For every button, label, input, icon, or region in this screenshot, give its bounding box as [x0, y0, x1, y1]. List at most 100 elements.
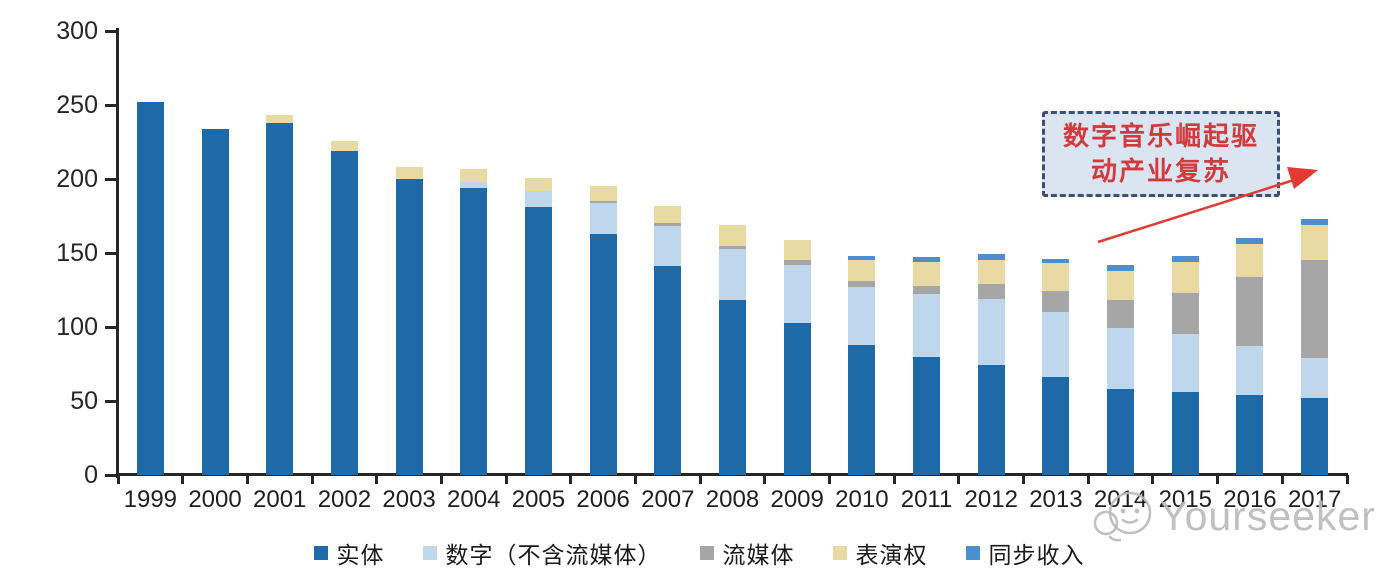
bar-segment-digital-2010: [848, 287, 876, 345]
bar-segment-physical-2006: [589, 233, 617, 475]
x-tick-label-2002: 2002: [317, 486, 372, 513]
legend-swatch-streaming: [699, 546, 714, 560]
x-tick-label-2011: 2011: [900, 486, 953, 513]
bar-segment-streaming-2017: [1301, 260, 1329, 359]
x-tick-label-2015: 2015: [1158, 486, 1212, 513]
y-tick: [105, 325, 116, 329]
legend-swatch-sync: [965, 546, 980, 560]
bar-segment-performance-2015: [1171, 261, 1199, 293]
y-tick-label: 100: [56, 313, 98, 341]
y-tick: [105, 399, 116, 403]
y-tick-label: 300: [56, 17, 98, 45]
bar-segment-sync-2010: [848, 255, 876, 261]
bar-segment-physical-2017: [1301, 398, 1329, 475]
y-tick-label: 250: [56, 91, 98, 119]
bar-segment-digital-2014: [1107, 328, 1135, 390]
bar-segment-physical-2010: [848, 344, 876, 475]
bar-segment-streaming-2008: [719, 245, 746, 249]
bar-segment-digital-2015: [1171, 334, 1199, 393]
legend-item-streaming: 流媒体: [699, 536, 795, 570]
bar-segment-performance-2006: [589, 186, 617, 202]
bar-segment-performance-2003: [395, 167, 423, 179]
y-axis-line: [115, 28, 119, 478]
bar-segment-physical-2005: [524, 207, 552, 475]
bar-segment-physical-2011: [913, 356, 941, 475]
bar-segment-streaming-2009: [783, 260, 811, 265]
x-tick: [245, 475, 249, 484]
bar-segment-performance-2001: [266, 115, 294, 123]
bar-segment-digital-2011: [913, 294, 941, 357]
bar-segment-digital-2007: [654, 226, 682, 267]
x-tick-label-2005: 2005: [511, 486, 566, 513]
bar-segment-performance-2004: [460, 168, 488, 182]
bar-segment-performance-2007: [654, 205, 682, 224]
x-tick-label-2003: 2003: [382, 486, 436, 513]
bar-segment-physical-2009: [783, 322, 811, 475]
bar-segment-streaming-2012: [977, 284, 1005, 299]
bar-segment-physical-2003: [395, 179, 423, 475]
x-tick-label-2009: 2009: [770, 486, 824, 513]
bar-segment-physical-2002: [330, 150, 358, 475]
bar-segment-streaming-2016: [1236, 276, 1264, 347]
bar-segment-digital-2016: [1236, 346, 1264, 396]
bar-segment-streaming-2007: [654, 223, 682, 227]
bar-segment-streaming-2010: [848, 281, 876, 288]
annotation-callout: 数字音乐崛起驱 动产业复苏: [1042, 111, 1280, 197]
x-tick-label-2001: 2001: [253, 486, 307, 513]
legend-item-sync: 同步收入: [965, 536, 1085, 570]
bar-segment-physical-1999: [136, 102, 164, 475]
y-tick-label: 0: [84, 461, 98, 489]
y-tick-label: 50: [70, 387, 98, 415]
x-tick: [1151, 475, 1155, 484]
x-tick-label-1999: 1999: [123, 486, 178, 513]
bar-segment-physical-2014: [1107, 389, 1135, 475]
legend-label-performance: 表演权: [855, 543, 928, 568]
x-tick: [1216, 475, 1220, 484]
legend-swatch-digital: [422, 546, 437, 560]
bar-segment-streaming-2013: [1042, 291, 1070, 313]
bar-segment-physical-2008: [719, 300, 746, 475]
y-tick: [105, 473, 116, 477]
x-tick: [1345, 475, 1349, 484]
watermark-text: Yourseeker: [1160, 492, 1376, 539]
bar-segment-performance-2010: [848, 260, 876, 282]
legend-label-physical: 实体: [336, 543, 385, 568]
legend: 实体 数字（不含流媒体） 流媒体 表演权 同步收入: [0, 536, 1398, 570]
bar-segment-physical-2013: [1042, 377, 1070, 475]
legend-swatch-physical: [313, 546, 328, 560]
legend-label-sync: 同步收入: [988, 543, 1085, 568]
bar-segment-sync-2016: [1236, 238, 1264, 245]
y-tick: [105, 177, 116, 181]
x-tick-label-2012: 2012: [964, 486, 1018, 513]
bar-segment-sync-2017: [1301, 218, 1329, 225]
bar-segment-streaming-2015: [1171, 292, 1199, 335]
x-tick: [698, 475, 702, 484]
y-tick-label: 150: [56, 239, 98, 267]
x-tick: [504, 475, 508, 484]
bar-segment-sync-2015: [1171, 255, 1199, 262]
bar-segment-physical-2007: [654, 266, 682, 475]
annotation-line-1: 数字音乐崛起驱: [1062, 122, 1259, 151]
x-tick-label-2008: 2008: [705, 486, 760, 513]
y-tick: [105, 29, 116, 33]
x-tick-label-2010: 2010: [835, 486, 889, 513]
x-tick-label-2006: 2006: [576, 486, 630, 513]
x-tick: [828, 475, 832, 484]
bar-segment-physical-2001: [266, 122, 294, 475]
legend-item-digital: 数字（不含流媒体）: [422, 536, 662, 570]
bar-segment-performance-2011: [913, 261, 941, 286]
legend-swatch-performance: [832, 546, 847, 560]
bar-segment-performance-2014: [1107, 270, 1135, 301]
bar-segment-performance-2002: [330, 140, 358, 151]
bar-segment-physical-2015: [1171, 392, 1199, 475]
x-tick: [763, 475, 767, 484]
x-tick: [181, 475, 185, 484]
x-tick-label-2004: 2004: [447, 486, 501, 513]
bar-segment-streaming-2014: [1107, 300, 1135, 329]
bar-segment-digital-2006: [589, 202, 617, 234]
x-tick-label-2013: 2013: [1029, 486, 1083, 513]
bar-segment-physical-2004: [460, 187, 488, 475]
legend-item-performance: 表演权: [832, 536, 928, 570]
x-tick: [116, 475, 120, 484]
